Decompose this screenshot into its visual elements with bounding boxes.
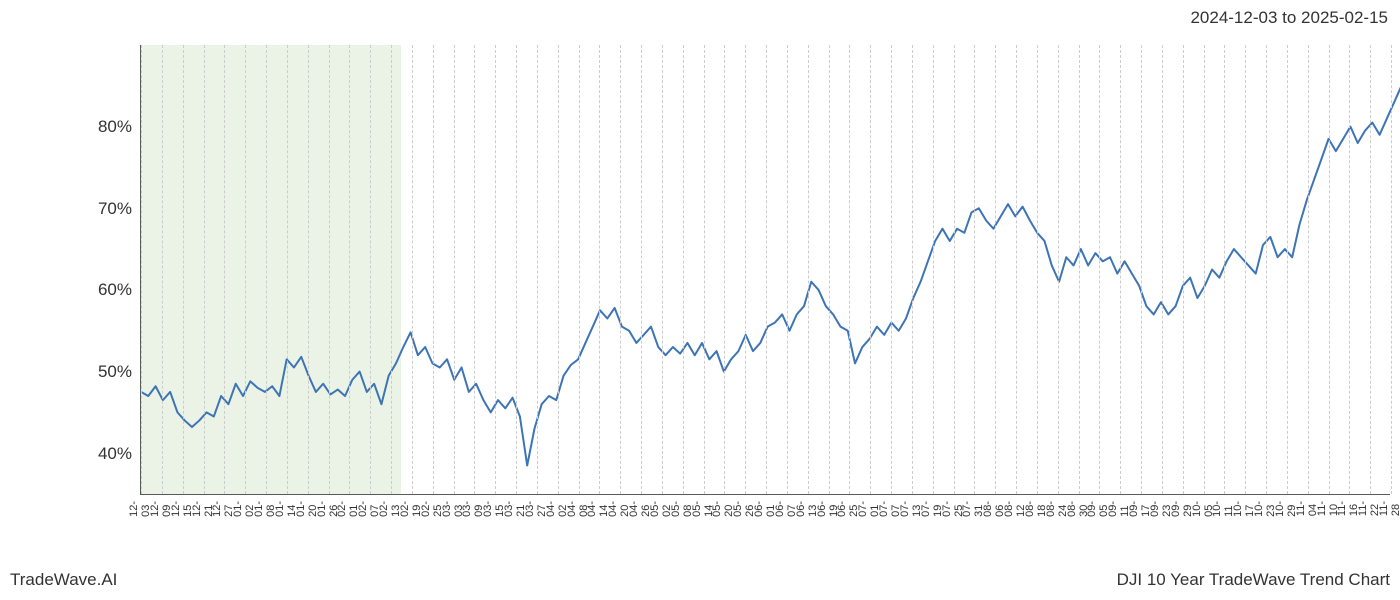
chart-area: 40%50%60%70%80%12-0312-0912-1512-2112-27… xyxy=(140,45,1390,495)
gridline xyxy=(1037,45,1038,494)
gridline xyxy=(579,45,580,494)
gridline xyxy=(1329,45,1330,494)
gridline xyxy=(454,45,455,494)
gridline xyxy=(1079,45,1080,494)
date-range-label: 2024-12-03 to 2025-02-15 xyxy=(1190,8,1388,28)
gridline xyxy=(870,45,871,494)
gridline xyxy=(808,45,809,494)
gridline xyxy=(391,45,392,494)
gridline xyxy=(329,45,330,494)
gridline xyxy=(1287,45,1288,494)
gridline xyxy=(162,45,163,494)
gridline xyxy=(1224,45,1225,494)
gridline xyxy=(308,45,309,494)
gridline xyxy=(933,45,934,494)
y-tick-label: 60% xyxy=(98,280,132,300)
gridline xyxy=(287,45,288,494)
gridline xyxy=(537,45,538,494)
gridline xyxy=(599,45,600,494)
gridline xyxy=(245,45,246,494)
gridline xyxy=(1349,45,1350,494)
gridline xyxy=(412,45,413,494)
gridline xyxy=(1162,45,1163,494)
gridline xyxy=(495,45,496,494)
gridline xyxy=(1204,45,1205,494)
gridline xyxy=(1016,45,1017,494)
gridline xyxy=(662,45,663,494)
gridline xyxy=(1120,45,1121,494)
gridline xyxy=(912,45,913,494)
gridline xyxy=(1370,45,1371,494)
gridline xyxy=(1058,45,1059,494)
gridline xyxy=(974,45,975,494)
gridline xyxy=(204,45,205,494)
gridline xyxy=(745,45,746,494)
gridline xyxy=(1266,45,1267,494)
brand-label: TradeWave.AI xyxy=(10,570,117,590)
gridline xyxy=(516,45,517,494)
plot-area xyxy=(140,45,1390,495)
gridline xyxy=(849,45,850,494)
y-tick-label: 50% xyxy=(98,362,132,382)
gridline xyxy=(1245,45,1246,494)
gridline xyxy=(370,45,371,494)
gridline xyxy=(620,45,621,494)
y-tick-label: 40% xyxy=(98,444,132,464)
gridline xyxy=(1183,45,1184,494)
gridline xyxy=(954,45,955,494)
gridline xyxy=(1308,45,1309,494)
gridline xyxy=(891,45,892,494)
gridline xyxy=(224,45,225,494)
gridline xyxy=(141,45,142,494)
gridline xyxy=(1141,45,1142,494)
gridline xyxy=(558,45,559,494)
gridline xyxy=(704,45,705,494)
gridline xyxy=(641,45,642,494)
gridline xyxy=(349,45,350,494)
gridline xyxy=(995,45,996,494)
gridline xyxy=(474,45,475,494)
gridline xyxy=(724,45,725,494)
gridline xyxy=(766,45,767,494)
x-tick-label: 11-28 xyxy=(1378,501,1400,516)
gridline xyxy=(1391,45,1392,494)
trend-line xyxy=(141,74,1400,466)
gridline xyxy=(829,45,830,494)
gridline xyxy=(683,45,684,494)
y-tick-label: 70% xyxy=(98,199,132,219)
gridline xyxy=(266,45,267,494)
gridline xyxy=(787,45,788,494)
y-tick-label: 80% xyxy=(98,117,132,137)
gridline xyxy=(183,45,184,494)
gridline xyxy=(1099,45,1100,494)
gridline xyxy=(433,45,434,494)
chart-title: DJI 10 Year TradeWave Trend Chart xyxy=(1117,570,1390,590)
